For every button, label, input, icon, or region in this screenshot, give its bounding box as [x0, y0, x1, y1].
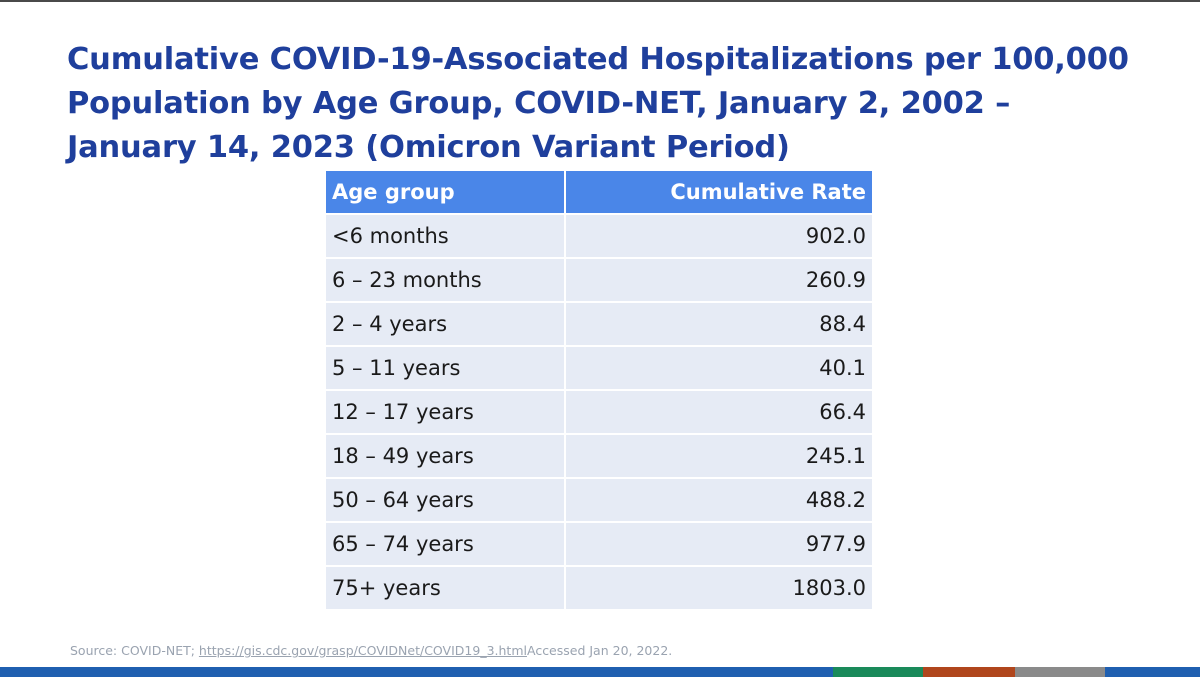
age-group-cell: 5 – 11 years: [326, 346, 566, 391]
age-group-cell: 12 – 17 years: [326, 390, 566, 435]
age-group-cell: 50 – 64 years: [326, 478, 566, 523]
table-row: 75+ years 1803.0: [326, 566, 872, 611]
footer-segment-green: [833, 667, 923, 677]
table-row: 65 – 74 years 977.9: [326, 522, 872, 567]
footer-segment-orange: [923, 667, 1015, 677]
age-group-cell: 6 – 23 months: [326, 258, 566, 303]
table-row: 18 – 49 years 245.1: [326, 434, 872, 479]
footer-segment-blue-3: [1105, 667, 1200, 677]
cumulative-rate-cell: 260.9: [565, 258, 872, 303]
footer-segment-blue: [0, 667, 583, 677]
hospitalization-rate-table: Age group Cumulative Rate <6 months 902.0…: [326, 171, 872, 611]
age-group-cell: <6 months: [326, 214, 566, 259]
table-row: 6 – 23 months 260.9: [326, 258, 872, 303]
age-group-cell: 2 – 4 years: [326, 302, 566, 347]
top-rule: [0, 0, 1200, 2]
source-accessed-date: Accessed Jan 20, 2022.: [526, 643, 673, 658]
slide-title: Cumulative COVID-19-Associated Hospitali…: [67, 42, 1129, 165]
table-header-row: Age group Cumulative Rate: [326, 171, 872, 215]
table-row: 5 – 11 years 40.1: [326, 346, 872, 391]
cumulative-rate-cell: 902.0: [565, 214, 872, 259]
cumulative-rate-cell: 88.4: [565, 302, 872, 347]
table-row: <6 months 902.0: [326, 214, 872, 259]
footer-segment-blue-2: [583, 667, 833, 677]
cumulative-rate-cell: 66.4: [565, 390, 872, 435]
cumulative-rate-cell: 977.9: [565, 522, 872, 567]
table-row: 50 – 64 years 488.2: [326, 478, 872, 523]
cumulative-rate-cell: 488.2: [565, 478, 872, 523]
source-link[interactable]: https://gis.cdc.gov/grasp/COVIDNet/COVID…: [198, 643, 527, 658]
table-body: <6 months 902.0 6 – 23 months 260.9 2 – 4 ye…: [326, 214, 872, 611]
source-note: Source: COVID-NET; https://gis.cdc.gov/g…: [70, 643, 672, 658]
age-group-cell: 65 – 74 years: [326, 522, 566, 567]
cumulative-rate-cell: 245.1: [565, 434, 872, 479]
cumulative-rate-cell: 40.1: [565, 346, 872, 391]
age-group-column-header: Age group: [326, 171, 566, 215]
age-group-cell: 75+ years: [326, 566, 566, 611]
age-group-cell: 18 – 49 years: [326, 434, 566, 479]
cumulative-rate-column-header: Cumulative Rate: [565, 171, 872, 215]
cumulative-rate-cell: 1803.0: [565, 566, 872, 611]
footer-segment-gray: [1015, 667, 1105, 677]
source-prefix: Source: COVID-NET;: [70, 643, 199, 658]
table-row: 12 – 17 years 66.4: [326, 390, 872, 435]
footer-color-bar: [0, 667, 1200, 677]
table-row: 2 – 4 years 88.4: [326, 302, 872, 347]
